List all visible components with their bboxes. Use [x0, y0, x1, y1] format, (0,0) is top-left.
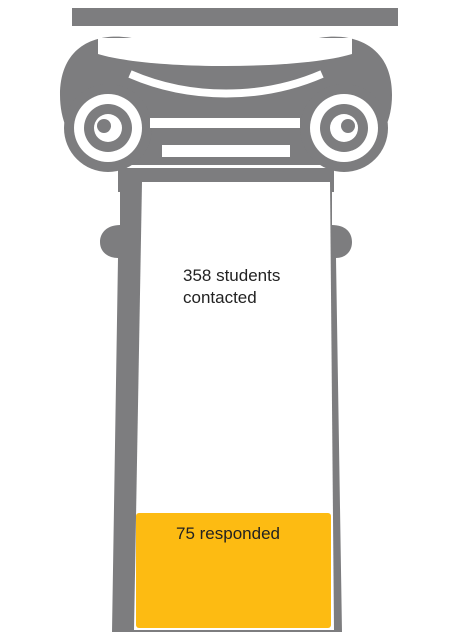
capital-white-band	[98, 38, 352, 66]
part-label: 75 responded	[176, 524, 280, 543]
capital-curve	[128, 70, 324, 98]
capital-rib-2	[162, 145, 290, 157]
column-shaft	[100, 168, 352, 632]
column-capital	[60, 8, 398, 172]
left-volute	[64, 84, 152, 172]
capital-top-slab	[72, 8, 398, 26]
response-fill-bar	[136, 513, 331, 628]
right-volute	[300, 84, 388, 172]
total-label: 358 students contacted	[183, 266, 281, 307]
capital-rib-1	[150, 118, 300, 128]
